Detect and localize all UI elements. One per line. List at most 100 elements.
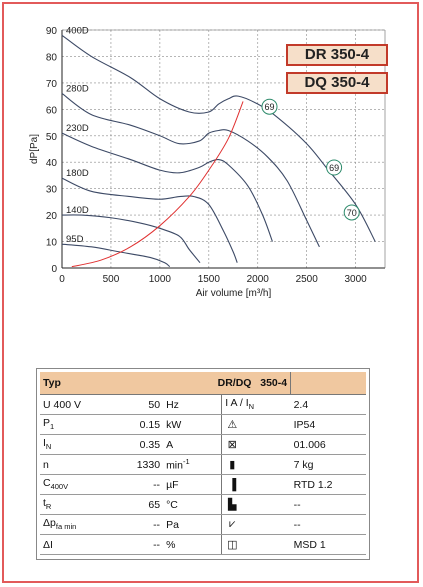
spec-param-symbol: ΔI xyxy=(43,538,53,551)
spec-param-subscript: 1 xyxy=(50,422,55,432)
spec-value-text: 1330 xyxy=(136,458,161,471)
page-frame xyxy=(2,2,419,583)
spec-unit-text: Hz xyxy=(166,398,179,411)
spec-icon: ▙ xyxy=(228,499,237,511)
y-tick-label: 50 xyxy=(46,132,58,143)
spec-right-label: ⩗ xyxy=(221,514,291,535)
spec-row: C400V -- µF ▐ RTD 1.2 xyxy=(40,474,366,495)
spec-param-symbol: P xyxy=(43,417,51,430)
spec-value: 50 xyxy=(113,394,164,415)
spec-unit: µF xyxy=(163,474,222,495)
x-axis-label: Air volume [m³/h] xyxy=(196,288,272,299)
spec-right-value: 01.006 xyxy=(290,434,366,455)
spec-param: C400V xyxy=(40,474,114,495)
spec-param: tR xyxy=(40,494,114,515)
y-tick-label: 40 xyxy=(46,158,58,169)
y-tick-label: 0 xyxy=(51,264,57,275)
spec-row: Δpfa min -- Pa ⩗ -- xyxy=(40,514,366,535)
spec-right-label: ⊠ xyxy=(221,434,291,455)
spec-value-text: -- xyxy=(153,478,161,491)
spec-param-extra: 400 V xyxy=(50,398,81,411)
spec-unit-text: µF xyxy=(166,478,179,491)
x-tick-label: 2500 xyxy=(296,274,319,285)
x-tick-label: 0 xyxy=(59,274,65,285)
fan-curve-280D xyxy=(61,93,320,248)
spec-icon: ▮ xyxy=(229,459,236,471)
spec-right-label: ▙ xyxy=(221,494,291,515)
spec-unit: Hz xyxy=(163,394,222,415)
series-label: 230D xyxy=(66,123,89,134)
spec-row: IN 0.35 A ⊠ 01.006 xyxy=(40,434,366,455)
spec-param-symbol: t xyxy=(43,497,46,510)
spec-icon: ◫ xyxy=(227,539,238,551)
spec-right-symbol: I xyxy=(225,397,229,410)
system-curve xyxy=(71,101,244,268)
spec-right-value-text: -- xyxy=(293,518,301,531)
spec-right-value-text: MSD 1 xyxy=(293,538,326,551)
y-tick-label: 60 xyxy=(46,105,58,116)
x-tick-label: 500 xyxy=(103,274,120,285)
spec-icon: ⩗ xyxy=(229,518,236,530)
y-tick-label: 30 xyxy=(46,185,58,196)
spec-right-value: 2.4 xyxy=(290,394,366,415)
spec-table: Typ DR/DQ 350-4 U 400 V 50 Hz I A / IN 2.4 P1… xyxy=(40,372,366,555)
spec-value: 0.35 xyxy=(113,434,164,455)
spec-right-label: ▐ xyxy=(221,474,291,495)
series-label: 280D xyxy=(66,83,89,94)
y-tick-label: 10 xyxy=(46,238,58,249)
spec-row: P1 0.15 kW ⚠ IP54 xyxy=(40,414,366,435)
spec-value-text: 0.35 xyxy=(139,438,161,451)
y-tick-label: 70 xyxy=(46,79,58,90)
header-empty xyxy=(290,372,366,395)
spec-value-text: 50 xyxy=(148,398,161,411)
spec-param-subscript: fa min xyxy=(55,522,77,532)
spec-param: IN xyxy=(40,434,114,455)
noise-level-label: 69 xyxy=(264,102,274,112)
spec-unit: A xyxy=(163,434,222,455)
spec-right-value-text: 01.006 xyxy=(293,438,326,451)
noise-level-label: 70 xyxy=(347,208,357,218)
spec-value: 0.15 xyxy=(113,414,164,435)
spec-right-value: MSD 1 xyxy=(290,534,366,555)
spec-param-symbol: C xyxy=(43,477,51,490)
spec-right-subscript: N xyxy=(248,402,255,412)
spec-value-text: 0.15 xyxy=(139,418,161,431)
spec-param-subscript: 400V xyxy=(50,482,69,492)
model-badge-dr: DR 350-4 xyxy=(286,44,388,66)
spec-right-value: RTD 1.2 xyxy=(290,474,366,495)
header-model-name: DR/DQ xyxy=(217,377,252,389)
spec-unit-text: °C xyxy=(166,498,178,511)
x-tick-label: 1000 xyxy=(149,274,172,285)
spec-unit-text: kW xyxy=(166,418,182,431)
fan-curve-180D xyxy=(61,177,238,263)
spec-param-subscript: R xyxy=(45,502,52,512)
spec-right-label: I A / IN xyxy=(221,394,291,415)
spec-unit: °C xyxy=(163,494,222,515)
series-label: 180D xyxy=(66,168,89,179)
series-label: 400D xyxy=(66,25,89,36)
spec-right-value: IP54 xyxy=(290,414,366,435)
spec-table-header: Typ DR/DQ 350-4 xyxy=(40,372,366,395)
spec-right-value: -- xyxy=(290,514,366,535)
header-typ: Typ xyxy=(40,372,164,395)
spec-right-value-text: IP54 xyxy=(293,418,316,431)
spec-right-value-text: RTD 1.2 xyxy=(293,478,333,491)
y-tick-label: 80 xyxy=(46,52,58,63)
spec-unit-text: % xyxy=(166,538,176,551)
header-model: DR/DQ 350-4 xyxy=(163,372,291,395)
spec-row: U 400 V 50 Hz I A / IN 2.4 xyxy=(40,394,366,415)
spec-value: 1330 xyxy=(113,454,164,475)
spec-value-text: -- xyxy=(153,538,161,551)
spec-param-symbol: U xyxy=(43,398,51,411)
series-label: 95D xyxy=(66,234,84,245)
spec-icon: ▐ xyxy=(228,478,237,491)
spec-unit: Pa xyxy=(163,514,222,535)
spec-right-label-text: A / I xyxy=(228,397,249,410)
spec-value: -- xyxy=(113,474,164,495)
series-label: 140D xyxy=(66,205,89,216)
spec-param: ΔI xyxy=(40,534,114,555)
y-axis-label: dP[Pa] xyxy=(29,134,40,164)
x-tick-label: 1500 xyxy=(198,274,221,285)
fan-curve-140D xyxy=(61,214,201,264)
spec-value-text: 65 xyxy=(148,498,161,511)
